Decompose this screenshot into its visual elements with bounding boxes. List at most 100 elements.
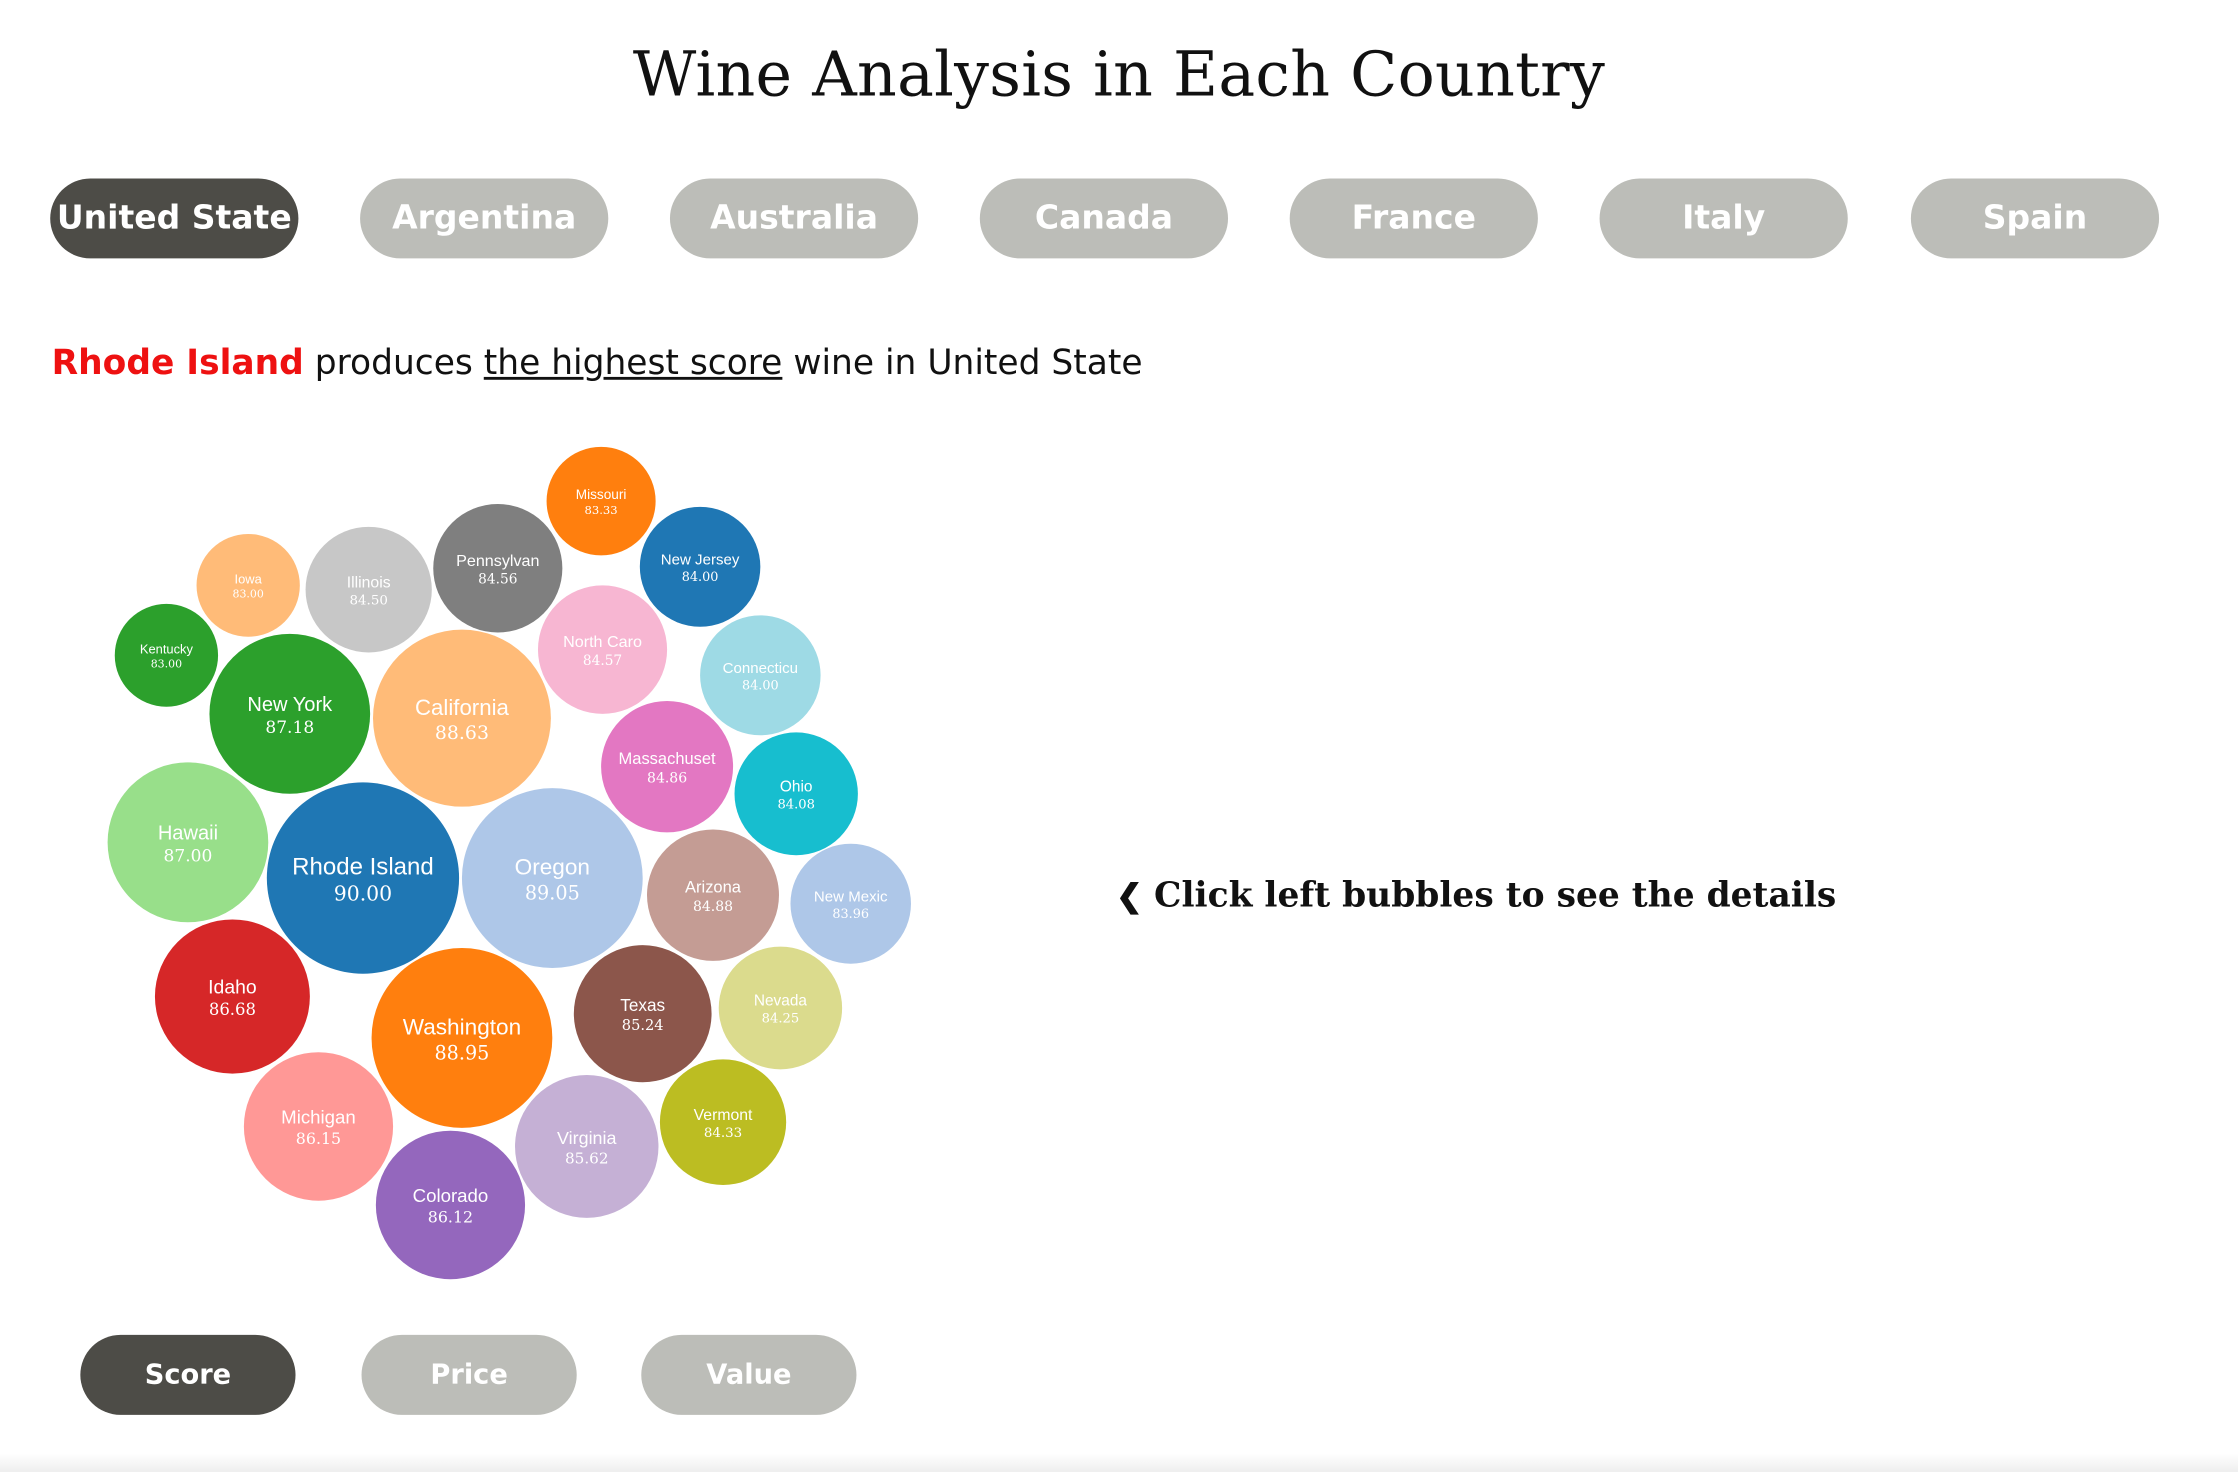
- bubble-circle[interactable]: [573, 945, 712, 1083]
- bubble-circle[interactable]: [700, 615, 821, 736]
- tab-australia[interactable]: Australia: [669, 178, 919, 259]
- bubble-vermont[interactable]: Vermont 84.33: [659, 1059, 787, 1185]
- chevron-left-icon: ❮: [1116, 878, 1143, 916]
- bubble-label: Massachuset: [619, 750, 717, 768]
- bubble-value: 89.05: [525, 881, 580, 904]
- bubble-circle[interactable]: [659, 1059, 787, 1185]
- bubble-label: Rhode Island: [292, 853, 434, 880]
- bubble-pennsylvan[interactable]: Pennsylvan 84.56: [433, 503, 563, 633]
- bubble-value: 84.00: [682, 570, 719, 585]
- bubble-colorado[interactable]: Colorado 86.12: [375, 1130, 526, 1280]
- bubble-circle[interactable]: [154, 919, 310, 1074]
- metric-score-button[interactable]: Score: [80, 1334, 296, 1415]
- bubble-circle[interactable]: [266, 782, 460, 974]
- bubble-texas[interactable]: Texas 85.24: [573, 945, 712, 1083]
- bubble-label: Ohio: [780, 779, 813, 796]
- bubble-label: Texas: [620, 995, 665, 1015]
- tab-united-state[interactable]: United State: [50, 178, 299, 259]
- bubble-label: Missouri: [576, 487, 627, 502]
- bubble-value: 87.18: [265, 718, 314, 738]
- bubble-circle[interactable]: [305, 526, 432, 653]
- bubble-label: Kentucky: [140, 641, 194, 656]
- bubble-value: 85.62: [565, 1149, 609, 1167]
- bubble-circle[interactable]: [372, 629, 551, 807]
- bubble-label: Michigan: [281, 1107, 356, 1128]
- footer-divider: [0, 1453, 2238, 1472]
- bubble-kentucky[interactable]: Kentucky 83.00: [114, 603, 219, 707]
- bubble-circle[interactable]: [546, 446, 656, 556]
- bubble-value: 84.56: [478, 572, 517, 588]
- metric-price-button[interactable]: Price: [361, 1334, 577, 1415]
- bubble-north-caro[interactable]: North Caro 84.57: [537, 585, 668, 714]
- bubble-circle[interactable]: [196, 533, 300, 637]
- bubble-arizona[interactable]: Arizona 84.88: [647, 829, 779, 961]
- bubble-label: Washington: [403, 1015, 521, 1040]
- bubble-circle[interactable]: [107, 762, 269, 923]
- bubble-label: Hawaii: [158, 822, 218, 844]
- bubble-circle[interactable]: [209, 633, 371, 794]
- bubble-value: 88.95: [434, 1041, 489, 1064]
- bubble-value: 87.00: [164, 846, 213, 866]
- bubble-circle[interactable]: [515, 1075, 659, 1218]
- bubble-iowa[interactable]: Iowa 83.00: [196, 533, 300, 637]
- bubble-circle[interactable]: [461, 788, 643, 968]
- bubble-circle[interactable]: [718, 946, 843, 1070]
- bubble-circle[interactable]: [647, 829, 779, 961]
- tab-canada[interactable]: Canada: [979, 178, 1229, 259]
- bubble-label: Pennsylvan: [456, 552, 539, 570]
- bubble-circle[interactable]: [537, 585, 668, 714]
- headline-pre: produces: [303, 342, 484, 383]
- tab-italy[interactable]: Italy: [1599, 178, 1848, 259]
- bubble-circle[interactable]: [375, 1130, 526, 1280]
- bubble-label: Arizona: [685, 879, 742, 897]
- bubble-label: Idaho: [208, 978, 256, 999]
- bubble-nevada[interactable]: Nevada 84.25: [718, 946, 843, 1070]
- tab-argentina[interactable]: Argentina: [360, 178, 609, 259]
- bubble-label: Colorado: [413, 1185, 489, 1206]
- bubble-california[interactable]: California 88.63: [372, 629, 551, 807]
- bubble-value: 83.00: [232, 588, 263, 601]
- bubble-value: 84.57: [583, 653, 622, 669]
- bubble-value: 86.12: [428, 1208, 473, 1227]
- bubble-label: New Jersey: [661, 552, 740, 569]
- bubble-value: 83.33: [585, 503, 618, 517]
- bubble-label: Iowa: [235, 571, 263, 586]
- bubble-circle[interactable]: [639, 506, 761, 627]
- hint-text: ❮ Click left bubbles to see the details: [1116, 874, 1836, 915]
- bubble-massachuset[interactable]: Massachuset 84.86: [601, 701, 734, 833]
- bubble-circle[interactable]: [734, 732, 858, 856]
- metric-value-button[interactable]: Value: [641, 1334, 857, 1415]
- bubble-circle[interactable]: [371, 947, 553, 1128]
- hint-label: Click left bubbles to see the details: [1154, 873, 1837, 916]
- bubble-illinois[interactable]: Illinois 84.50: [305, 526, 432, 653]
- bubble-label: Virginia: [557, 1128, 616, 1148]
- bubble-label: Illinois: [347, 574, 391, 591]
- bubble-value: 84.08: [777, 797, 814, 812]
- tab-france[interactable]: France: [1289, 178, 1538, 259]
- bubble-label: Connecticu: [723, 660, 798, 677]
- headline-highlight: Rhode Island: [51, 342, 304, 383]
- bubble-value: 90.00: [334, 882, 392, 906]
- bubble-circle[interactable]: [601, 701, 734, 833]
- bubble-connecticu[interactable]: Connecticu 84.00: [700, 615, 821, 736]
- tab-spain[interactable]: Spain: [1910, 178, 2160, 259]
- bubble-circle[interactable]: [790, 843, 911, 964]
- bubble-circle[interactable]: [243, 1052, 394, 1201]
- bubble-value: 88.63: [435, 723, 489, 744]
- bubble-value: 84.25: [762, 1012, 799, 1027]
- bubble-circle[interactable]: [433, 503, 563, 633]
- bubble-circle[interactable]: [114, 603, 219, 707]
